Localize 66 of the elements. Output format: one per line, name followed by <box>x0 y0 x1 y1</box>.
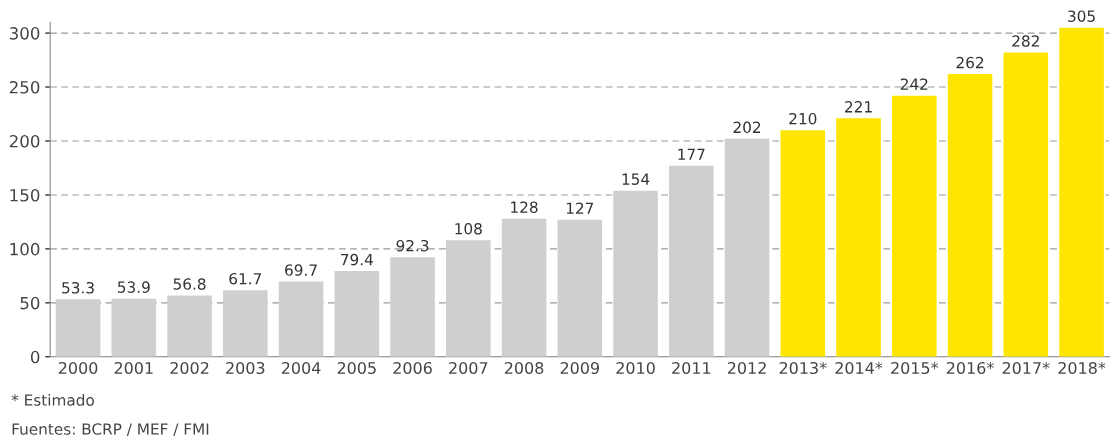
data-label: 210 <box>789 112 817 125</box>
y-tick-label: 300 <box>9 27 40 40</box>
x-tick-label: 2003 <box>226 361 265 375</box>
data-label: 262 <box>956 56 984 69</box>
data-label: 242 <box>900 78 928 90</box>
bar <box>55 299 101 357</box>
bar <box>892 95 937 357</box>
bar <box>278 281 324 357</box>
data-label: 79.4 <box>341 253 373 266</box>
x-tick-label: 2012 <box>727 361 766 375</box>
bar <box>501 218 547 357</box>
bar <box>947 74 993 357</box>
x-tick-label: 2013* <box>779 361 827 375</box>
bar <box>669 165 714 357</box>
x-tick-label: 2000 <box>58 361 98 375</box>
data-label: 92.3 <box>396 239 429 252</box>
data-label: 127 <box>566 202 594 214</box>
bar <box>613 190 658 357</box>
bar <box>390 257 435 357</box>
y-tick-label: 150 <box>10 188 40 202</box>
x-tick-label: 2016* <box>946 361 994 375</box>
x-tick-label: 2018* <box>1058 361 1106 375</box>
text: * Estimado <box>11 394 94 406</box>
x-tick-label: 2009 <box>560 361 599 375</box>
x-tick-label: 2015* <box>891 361 939 375</box>
data-label: 128 <box>511 201 538 213</box>
x-tick-label: 2001 <box>114 361 153 375</box>
x-tick-label: 2002 <box>170 361 209 375</box>
x-tick-label: 2014* <box>835 361 883 375</box>
bar <box>111 298 157 357</box>
y-tick-label: 200 <box>9 134 40 148</box>
x-tick-label: 2011 <box>672 361 711 375</box>
y-tick-label: 0 <box>30 350 40 364</box>
data-label: 61.7 <box>229 272 261 285</box>
x-tick-label: 2017* <box>1002 361 1050 375</box>
data-label: 221 <box>845 101 872 113</box>
data-label: 108 <box>455 222 482 235</box>
data-label: 56.8 <box>173 278 206 290</box>
bar <box>724 138 770 357</box>
data-label: 305 <box>1068 10 1095 22</box>
x-tick-label: 2006 <box>393 361 432 375</box>
data-label: 53.9 <box>117 281 150 293</box>
bar <box>557 219 603 357</box>
bar <box>1059 27 1104 357</box>
source-note: Fuentes: BCRP / MEF / FMI <box>12 423 209 437</box>
bar <box>446 240 491 357</box>
bar <box>223 290 268 357</box>
data-label: 154 <box>622 173 650 185</box>
data-label: 69.7 <box>285 264 317 276</box>
x-tick-label: 2007 <box>449 361 488 375</box>
bar <box>334 271 380 357</box>
data-label: 53.3 <box>62 281 94 294</box>
bar <box>836 118 881 357</box>
y-tick-label: 250 <box>9 81 40 94</box>
data-label: 177 <box>678 148 705 160</box>
bar <box>167 295 212 357</box>
x-tick-label: 2005 <box>337 361 376 375</box>
x-tick-label: 2004 <box>281 361 321 375</box>
x-tick-label: 2010 <box>616 361 655 375</box>
x-tick-label: 2008 <box>504 361 544 375</box>
bar <box>1003 52 1049 357</box>
y-tick-label: 100 <box>10 242 40 256</box>
data-label: 282 <box>1012 35 1039 47</box>
bar <box>780 130 826 357</box>
y-tick-label: 50 <box>20 296 40 310</box>
data-label: 202 <box>733 121 761 134</box>
